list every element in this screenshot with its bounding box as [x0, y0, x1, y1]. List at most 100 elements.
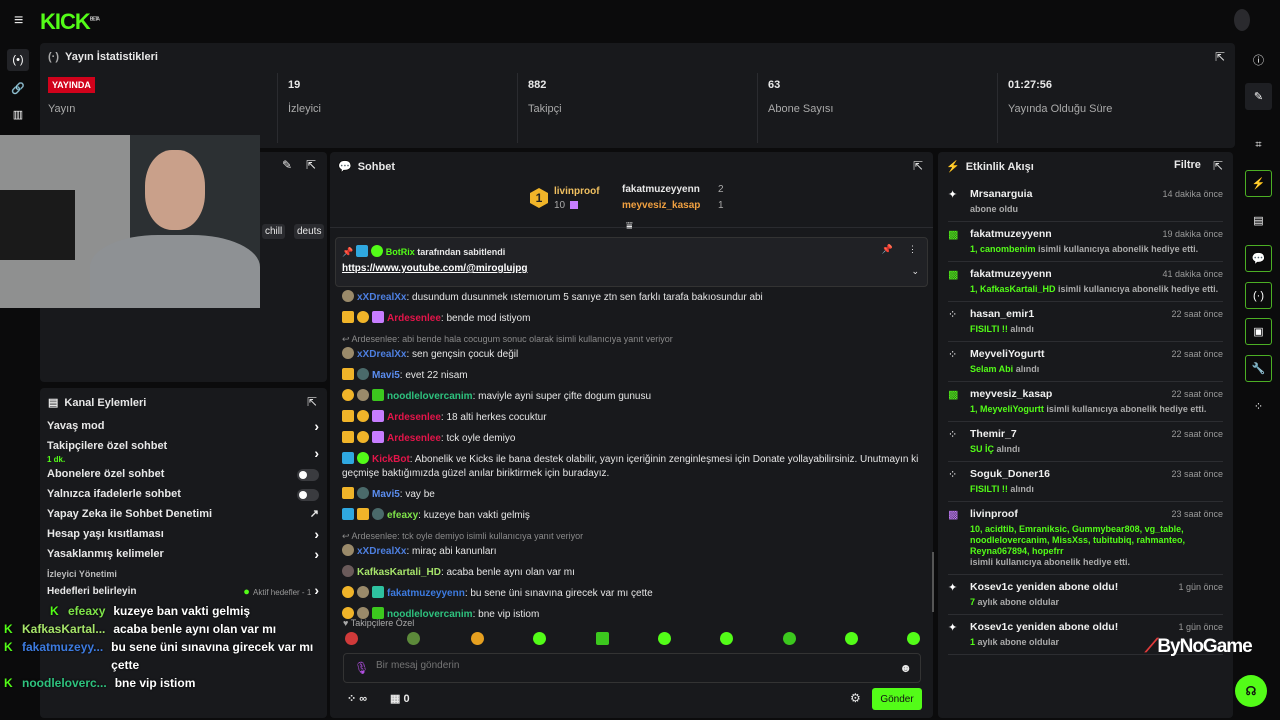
collapse-icon[interactable]: ⩸	[626, 220, 633, 232]
tag[interactable]: chill	[262, 224, 286, 239]
chart-icon[interactable]: ▥	[12, 108, 24, 121]
emote[interactable]	[845, 632, 858, 645]
message-input[interactable]	[376, 660, 876, 671]
broadcast-icon[interactable]: (•)	[7, 49, 29, 71]
emote[interactable]	[596, 632, 609, 645]
chat-icon[interactable]: 💬	[1245, 245, 1272, 272]
chat-username[interactable]: KafkasKartali_HD	[357, 567, 441, 578]
chat-username[interactable]: noodlelovercanim	[387, 609, 473, 620]
kicks-value: ∞	[359, 693, 368, 705]
emoji-icon[interactable]: ☻	[899, 661, 912, 675]
crown-badge	[342, 368, 354, 380]
chat-username[interactable]: efeaxy	[387, 510, 419, 521]
info-icon[interactable]: ⓘ	[1253, 54, 1264, 67]
expand-icon[interactable]: ⇱	[1212, 159, 1223, 173]
chevron-down-icon[interactable]: ⌄	[911, 266, 919, 276]
leader-name[interactable]: meyvesiz_kasap	[622, 200, 701, 211]
pencil-icon[interactable]: ✎	[1245, 83, 1272, 110]
lightning-icon: ⚡	[946, 161, 960, 173]
emote[interactable]	[907, 632, 920, 645]
activity-event[interactable]: ⁘ MeyveliYogurtt 22 saat önce Selam Abi alı…	[948, 342, 1223, 382]
support-button[interactable]: ☊	[1235, 675, 1267, 707]
emote[interactable]	[720, 632, 733, 645]
store-balance[interactable]: ▦ 0	[390, 692, 410, 705]
chat-username[interactable]: noodlelovercanim	[387, 391, 473, 402]
activity-event[interactable]: ▩ livinproof 23 saat önce 10, acidtib, Emra…	[948, 502, 1223, 575]
live-badge: YAYINDA	[48, 77, 95, 93]
chat-username[interactable]: Ardesenlee	[387, 412, 441, 423]
kick-icon: K	[4, 622, 13, 636]
kicks-balance[interactable]: ⁘ ∞	[347, 692, 367, 705]
chat-username[interactable]: fakatmuzeyyenn	[387, 588, 465, 599]
ai-moderation-row[interactable]: Yapay Zeka ile Sohbet Denetimi ↗	[47, 508, 319, 521]
emote[interactable]	[783, 632, 796, 645]
viewer-management-row[interactable]: İzleyici Yönetimi	[47, 568, 319, 581]
chat-username[interactable]: Mavi5	[372, 489, 400, 500]
emote[interactable]	[658, 632, 671, 645]
scrollbar[interactable]	[932, 552, 934, 612]
tag[interactable]: deuts	[294, 224, 325, 239]
expand-icon[interactable]: ⇱	[912, 159, 923, 173]
activity-event[interactable]: ▩ meyvesiz_kasap 22 saat önce 1, MeyveliYog…	[948, 382, 1223, 422]
kicks-icon[interactable]: ⁘	[1253, 401, 1264, 413]
expand-icon[interactable]: ⇱	[1214, 50, 1225, 64]
notes-icon[interactable]: ▤	[1253, 215, 1264, 227]
emote[interactable]	[533, 632, 546, 645]
emote[interactable]	[471, 632, 484, 645]
emote[interactable]	[345, 632, 358, 645]
followers-only-row[interactable]: Takipçilere özel sohbet 1 dk. ›	[47, 440, 319, 466]
kick-logo[interactable]: KICKBETA	[40, 9, 100, 35]
chat-input[interactable]: 🎙 ☻	[343, 653, 921, 683]
lightning-icon[interactable]: ⚡	[1245, 170, 1272, 197]
chat-username[interactable]: KickBot	[372, 454, 410, 465]
activity-event[interactable]: ✦ Kosev1c yeniden abone oldu! 1 gün önce 1 …	[948, 615, 1223, 655]
pencil-icon[interactable]: ✎	[282, 158, 293, 172]
subscribers-only-toggle[interactable]	[297, 468, 319, 481]
emote[interactable]	[407, 632, 420, 645]
chat-username[interactable]: xXDrealXx	[357, 292, 407, 303]
event-user: Mrsanarguia	[970, 188, 1033, 200]
broadcast-icon[interactable]: (·)	[1245, 282, 1272, 309]
activity-event[interactable]: ✦ Kosev1c yeniden abone oldu! 1 gün önce 7 …	[948, 575, 1223, 615]
screenshot-icon[interactable]: ⌗	[1255, 139, 1262, 151]
wrench-icon[interactable]: 🔧	[1245, 355, 1272, 382]
link-icon[interactable]: 🔗	[11, 82, 25, 95]
settings-icon[interactable]: ⚙	[850, 691, 861, 705]
menu-button[interactable]: ≡	[14, 12, 24, 29]
banned-words-row[interactable]: Yasaklanmış kelimeler ›	[47, 547, 319, 561]
avatar[interactable]	[1234, 9, 1250, 31]
expand-icon[interactable]: ⇱	[306, 158, 317, 172]
kick-icon: K	[4, 676, 13, 690]
activity-event[interactable]: ⁘ Themir_7 22 saat önce SU İÇ alındı	[948, 422, 1223, 462]
pinned-by[interactable]: BotRix	[385, 247, 415, 257]
chat-username[interactable]: xXDrealXx	[357, 546, 407, 557]
chat-username[interactable]: Ardesenlee	[387, 433, 441, 444]
emote-only-toggle[interactable]	[297, 488, 319, 501]
unpin-icon[interactable]: 📌	[881, 244, 893, 254]
activity-event[interactable]: ⁘ hasan_emir1 22 saat önce FISILTI !! alınd…	[948, 302, 1223, 342]
chat-username[interactable]: xXDrealXx	[357, 349, 407, 360]
chat-username[interactable]: Mavi5	[372, 370, 400, 381]
leader-name[interactable]: fakatmuzeyyenn	[622, 184, 700, 195]
chevron-right-icon: ›	[314, 418, 319, 434]
chat-panel: 💬 Sohbet ⇱ 1 livinproof 10 fakatmuzeyyenn…	[330, 152, 934, 718]
slow-mode-row[interactable]: Yavaş mod ›	[47, 418, 319, 434]
microphone-icon[interactable]: 🎙	[354, 661, 370, 675]
gift-green-icon: ▩	[948, 269, 959, 281]
activity-event[interactable]: ▩ fakatmuzeyyenn 41 dakika önce 1, KafkasKa…	[948, 262, 1223, 302]
activity-event[interactable]: ✦ Mrsanarguia 14 dakika önce abone oldu	[948, 182, 1223, 222]
pinned-link[interactable]: https://www.youtube.com/@miroglujpg	[342, 263, 528, 274]
more-icon[interactable]: ⋮	[908, 244, 917, 254]
goals-row[interactable]: Hedefleri belirleyin ● Aktif hedefler - 1…	[47, 583, 319, 599]
channel-actions-icon[interactable]: ▣	[1245, 318, 1272, 345]
filter-button[interactable]: Filtre	[1174, 159, 1201, 171]
send-button[interactable]: Gönder	[872, 688, 922, 710]
event-highlight: Selam Abi	[970, 364, 1016, 374]
verified-badge	[370, 245, 383, 257]
activity-event[interactable]: ⁘ Soguk_Doner16 23 saat önce FISILTI !! alı…	[948, 462, 1223, 502]
activity-event[interactable]: ▩ fakatmuzeyyenn 19 dakika önce 1, canomben…	[948, 222, 1223, 262]
chat-username[interactable]: Ardesenlee	[387, 313, 441, 324]
expand-icon[interactable]: ⇱	[306, 395, 317, 409]
leader-name[interactable]: livinproof	[554, 186, 600, 197]
account-age-row[interactable]: Hesap yaşı kısıtlaması ›	[47, 527, 319, 541]
